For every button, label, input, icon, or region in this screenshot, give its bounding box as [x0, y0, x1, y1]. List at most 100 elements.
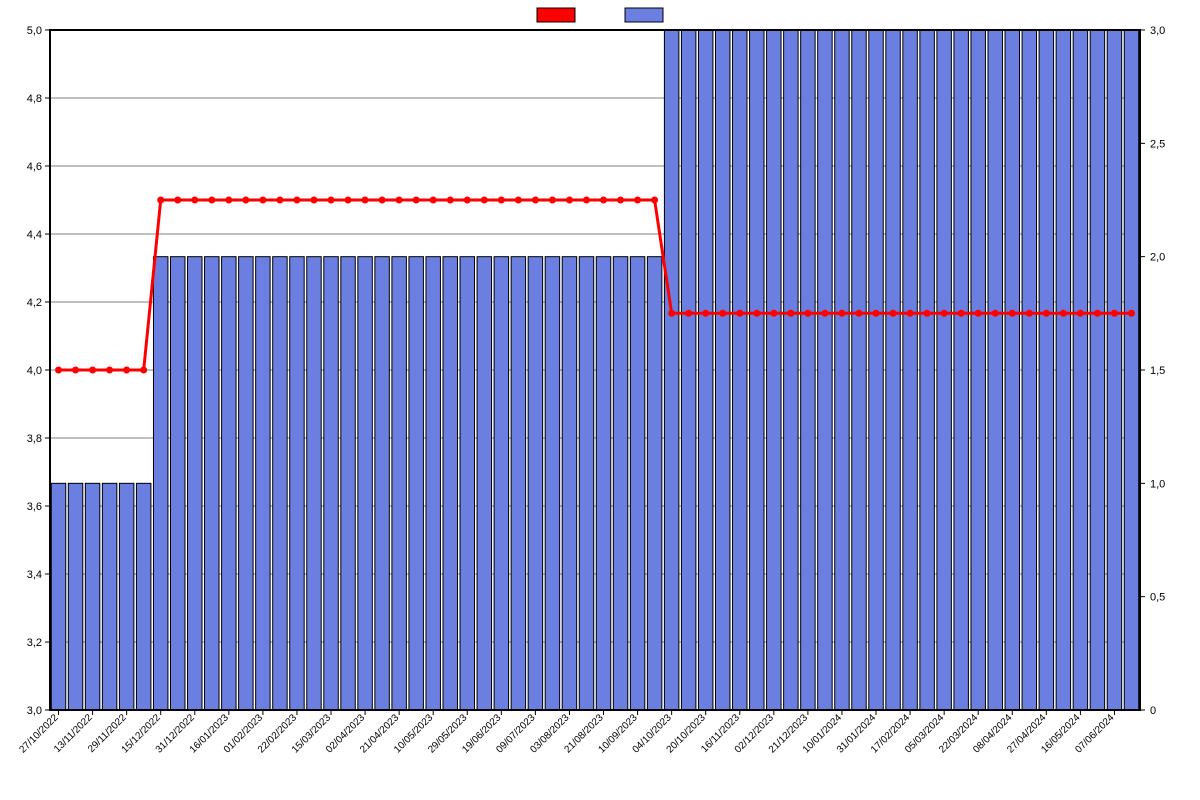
line-marker	[345, 197, 352, 204]
line-marker	[430, 197, 437, 204]
bar	[971, 30, 985, 710]
bar	[750, 30, 764, 710]
line-marker	[992, 310, 999, 317]
line-marker	[855, 310, 862, 317]
bar	[85, 483, 99, 710]
line-marker	[1060, 310, 1067, 317]
bar	[102, 483, 116, 710]
y-right-tick-label: 3,0	[1150, 25, 1165, 37]
line-marker	[566, 197, 573, 204]
y-right-tick-label: 1,0	[1150, 478, 1165, 490]
bar	[1107, 30, 1121, 710]
line-marker	[651, 197, 658, 204]
line-marker	[140, 367, 147, 374]
line-marker	[55, 367, 62, 374]
bar	[715, 30, 729, 710]
line-marker	[975, 310, 982, 317]
bar	[818, 30, 832, 710]
line-marker	[413, 197, 420, 204]
bar	[698, 30, 712, 710]
line-marker	[821, 310, 828, 317]
line-marker	[225, 197, 232, 204]
y-left-tick-label: 3,4	[27, 569, 42, 581]
bar	[937, 30, 951, 710]
bar	[273, 257, 287, 710]
bar	[869, 30, 883, 710]
bar	[1039, 30, 1053, 710]
line-marker	[1043, 310, 1050, 317]
line-marker	[362, 197, 369, 204]
line-marker	[838, 310, 845, 317]
bar	[511, 257, 525, 710]
line-marker	[617, 197, 624, 204]
bar	[68, 483, 82, 710]
line-marker	[447, 197, 454, 204]
line-marker	[1094, 310, 1101, 317]
line-marker	[1009, 310, 1016, 317]
bar	[545, 257, 559, 710]
line-marker	[634, 197, 641, 204]
bar	[1005, 30, 1019, 710]
line-marker	[498, 197, 505, 204]
line-marker	[276, 197, 283, 204]
bar	[324, 257, 338, 710]
line-marker	[873, 310, 880, 317]
line-marker	[123, 367, 130, 374]
bar	[136, 483, 150, 710]
bar	[613, 257, 627, 710]
line-marker	[259, 197, 266, 204]
bar	[1124, 30, 1138, 710]
bar	[596, 257, 610, 710]
bar	[460, 257, 474, 710]
bar	[290, 257, 304, 710]
line-marker	[890, 310, 897, 317]
line-marker	[106, 367, 113, 374]
line-marker	[481, 197, 488, 204]
line-marker	[191, 197, 198, 204]
bar	[358, 257, 372, 710]
bar	[886, 30, 900, 710]
bar	[375, 257, 389, 710]
bar	[528, 257, 542, 710]
line-marker	[753, 310, 760, 317]
line-marker	[1026, 310, 1033, 317]
line-marker	[787, 310, 794, 317]
bar	[51, 483, 65, 710]
bar	[494, 257, 508, 710]
y-left-tick-label: 4,0	[27, 365, 42, 377]
line-marker	[532, 197, 539, 204]
bar	[307, 257, 321, 710]
line-marker	[396, 197, 403, 204]
bar	[119, 483, 133, 710]
bar	[205, 257, 219, 710]
line-marker	[941, 310, 948, 317]
bar	[647, 257, 661, 710]
y-left-tick-label: 3,2	[27, 637, 42, 649]
combo-chart: 3,03,23,43,63,84,04,24,44,64,85,000,51,0…	[0, 0, 1200, 800]
legend-swatch	[625, 8, 663, 22]
line-marker	[293, 197, 300, 204]
line-marker	[924, 310, 931, 317]
bar	[954, 30, 968, 710]
bar	[784, 30, 798, 710]
bar	[630, 257, 644, 710]
y-left-tick-label: 3,0	[27, 705, 42, 717]
line-marker	[1077, 310, 1084, 317]
y-left-tick-label: 3,8	[27, 433, 42, 445]
bar	[443, 257, 457, 710]
bar	[409, 257, 423, 710]
line-marker	[907, 310, 914, 317]
y-left-tick-label: 4,4	[27, 229, 42, 241]
bar	[392, 257, 406, 710]
y-right-tick-label: 1,5	[1150, 365, 1165, 377]
bar	[222, 257, 236, 710]
y-left-tick-label: 4,6	[27, 161, 42, 173]
line-marker	[328, 197, 335, 204]
line-marker	[583, 197, 590, 204]
y-left-tick-label: 5,0	[27, 25, 42, 37]
line-marker	[685, 310, 692, 317]
line-marker	[958, 310, 965, 317]
bar	[681, 30, 695, 710]
line-marker	[702, 310, 709, 317]
line-marker	[600, 197, 607, 204]
